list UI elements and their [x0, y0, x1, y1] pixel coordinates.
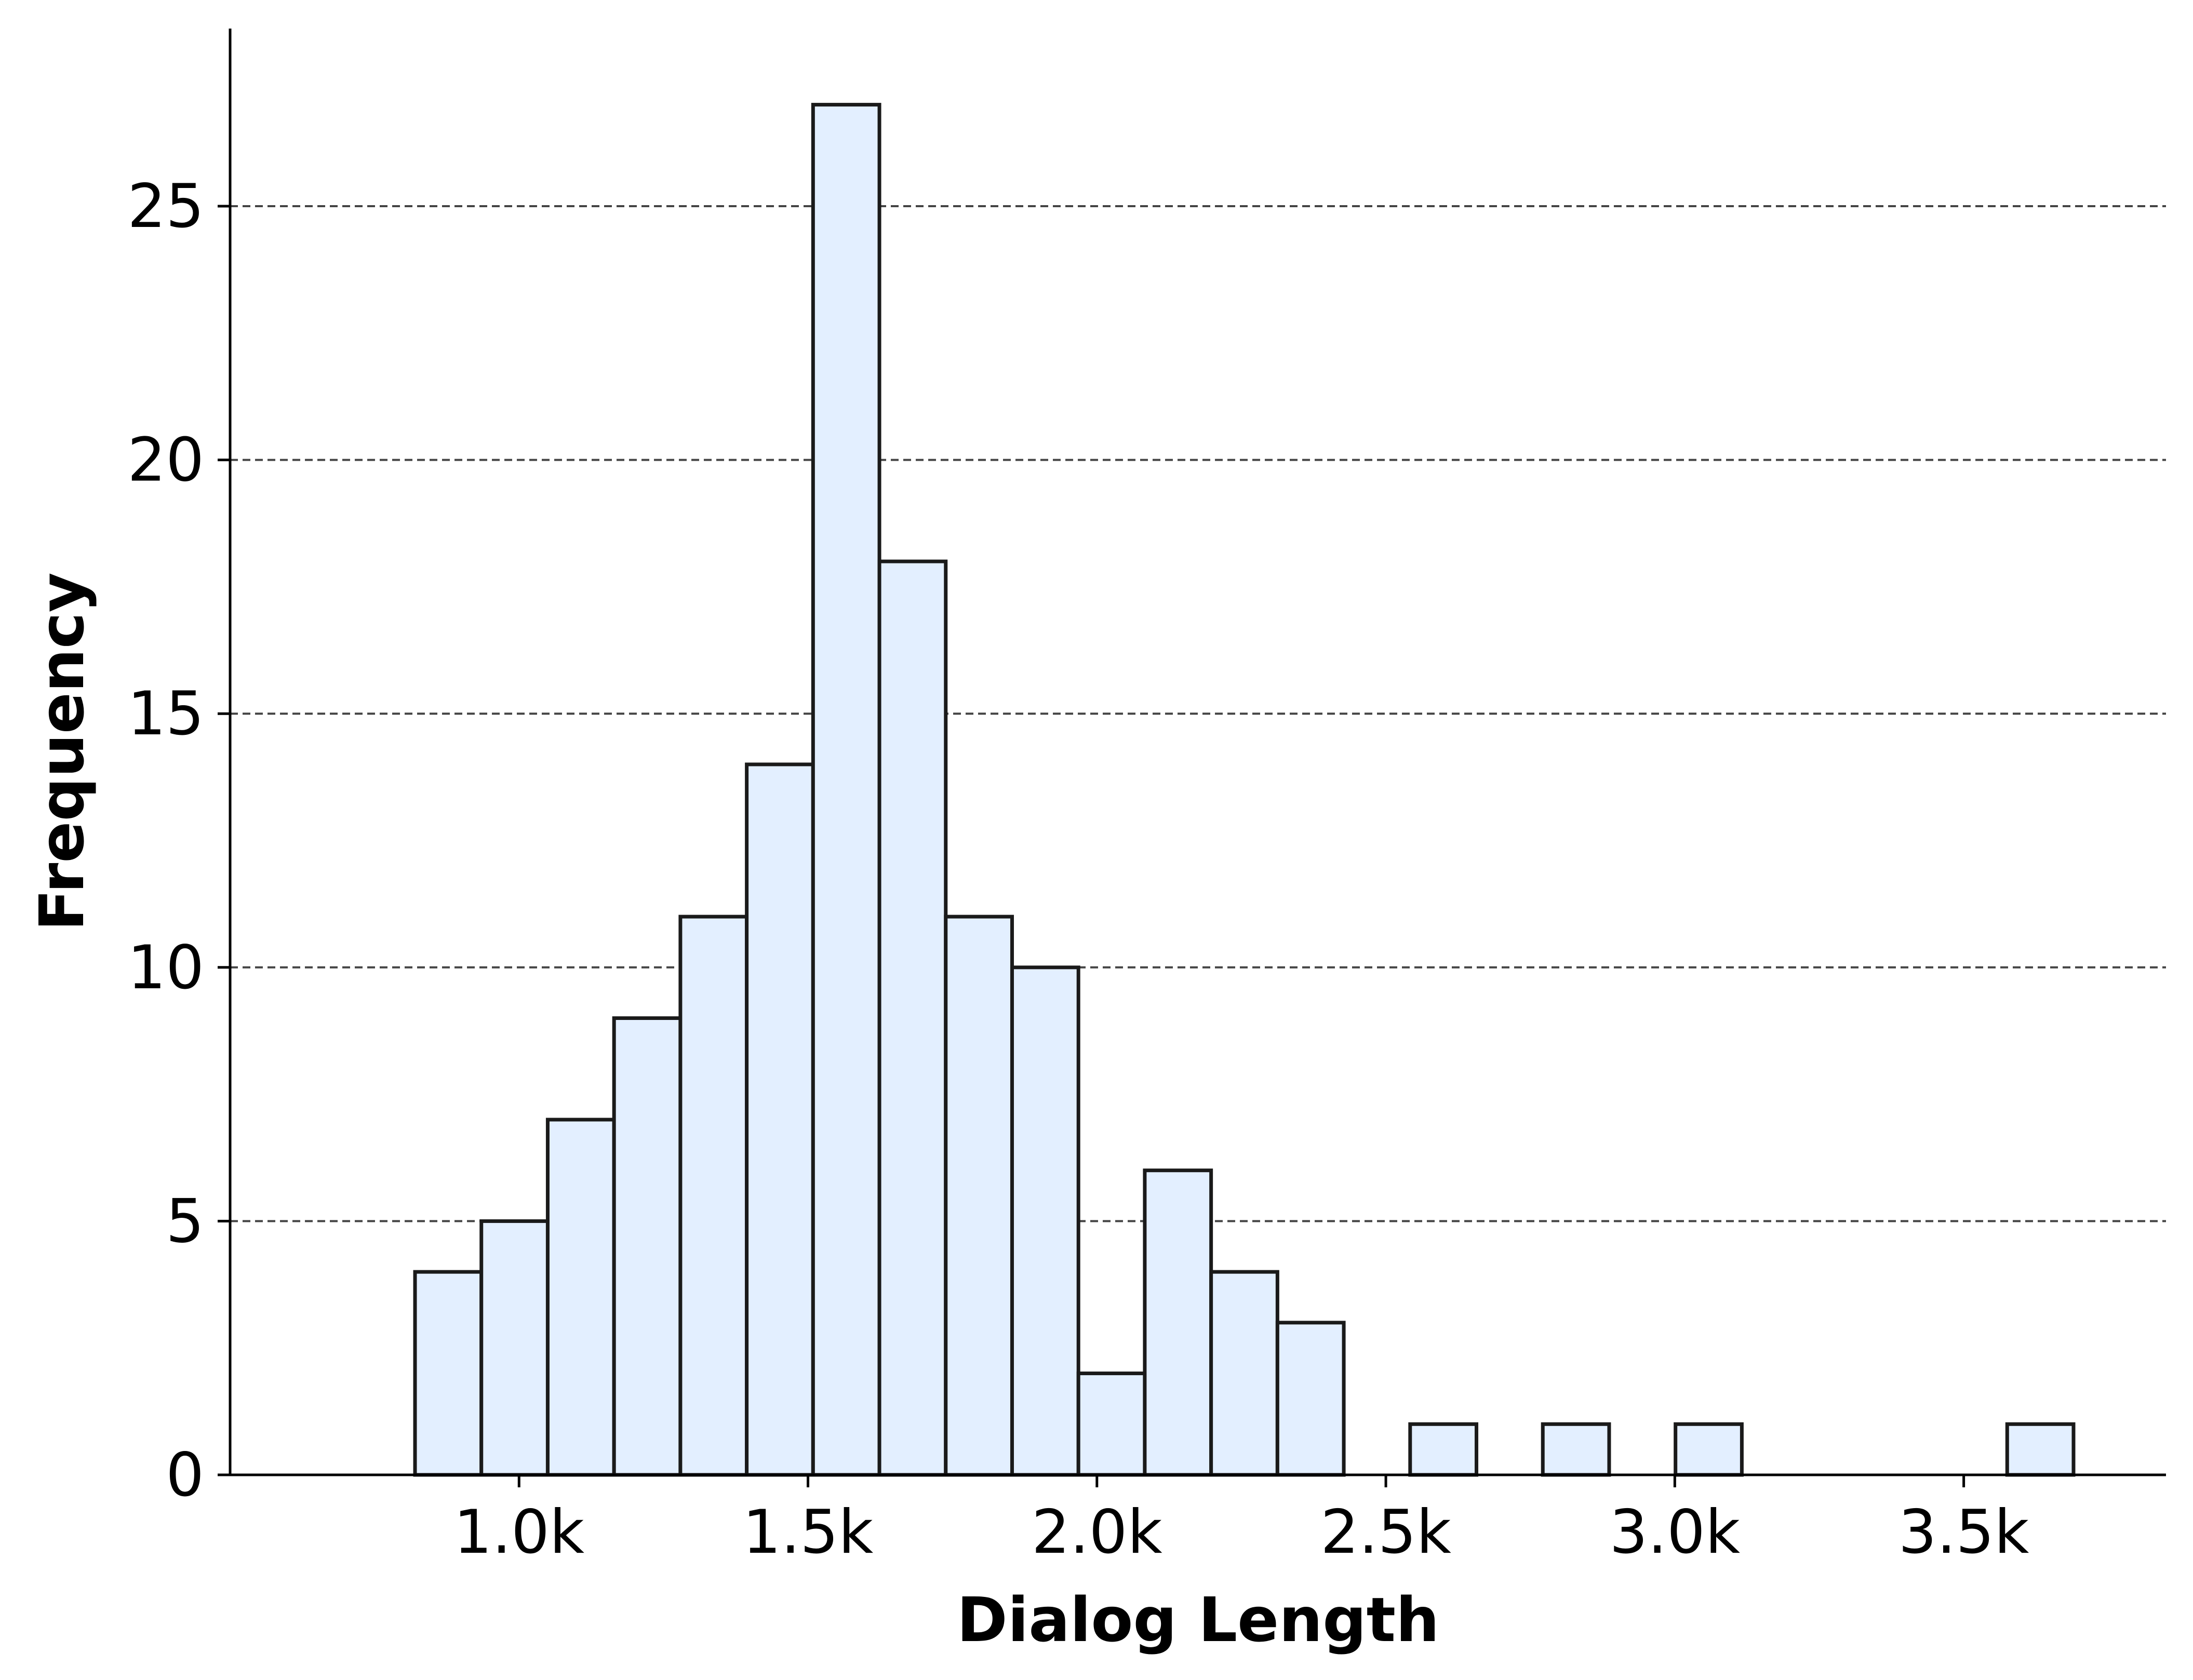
x-tick-label: 2.0k	[1032, 1497, 1162, 1567]
ticks-layer: 0 5 10 15 20 25 1.0k 1.5k 2.0k 2.5k 3.0k 3.5k	[127, 171, 2029, 1567]
histogram-bar-6	[811, 103, 881, 1477]
bars-layer	[413, 103, 2076, 1477]
axes-layer	[229, 29, 2166, 1476]
x-tick-label: 3.5k	[1898, 1497, 2029, 1567]
y-axis-title: Frequency	[26, 572, 98, 931]
y-tick-label: 10	[127, 933, 204, 1003]
x-axis-title: Dialog Length	[957, 1584, 1439, 1656]
histogram-bar-7	[877, 559, 948, 1477]
y-tick-label: 15	[127, 679, 204, 749]
histogram-bar-5	[745, 762, 815, 1477]
histogram-bar-3	[612, 1016, 683, 1477]
x-tick-label: 1.0k	[453, 1497, 584, 1567]
histogram-bar-24	[2005, 1422, 2076, 1477]
histogram-bar-19	[1674, 1422, 1744, 1477]
histogram-bar-13	[1275, 1321, 1346, 1477]
histogram-bar-11	[1143, 1168, 1213, 1477]
histogram-bar-8	[944, 915, 1014, 1477]
histogram-bar-0	[413, 1270, 484, 1477]
y-tick-label: 20	[127, 425, 204, 495]
y-tick-label: 0	[166, 1440, 204, 1510]
histogram-bar-10	[1076, 1372, 1147, 1477]
histogram-bar-9	[1010, 965, 1080, 1477]
histogram-bar-12	[1209, 1270, 1279, 1477]
x-tick-label: 2.5k	[1320, 1497, 1451, 1567]
x-tick-label: 1.5k	[743, 1497, 874, 1567]
histogram-bar-1	[479, 1219, 550, 1477]
x-tick-label: 3.0k	[1610, 1497, 1741, 1567]
grid-layer	[230, 205, 2166, 1222]
histogram-bar-4	[678, 915, 749, 1477]
y-tick-label: 5	[166, 1186, 204, 1256]
histogram-bar-2	[545, 1118, 616, 1477]
y-tick-label: 25	[127, 171, 204, 241]
histogram-bar-15	[1408, 1422, 1479, 1477]
histogram-bar-17	[1541, 1422, 1611, 1477]
